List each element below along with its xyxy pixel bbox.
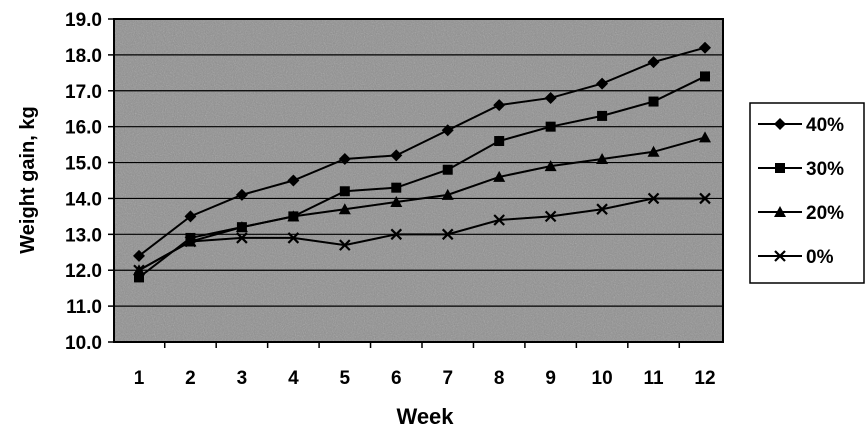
data-point	[287, 174, 300, 187]
series-3	[133, 192, 711, 277]
data-point	[441, 124, 454, 137]
series-line	[138, 46, 706, 257]
x-axis-label: Week	[396, 404, 454, 429]
data-point	[235, 188, 248, 201]
legend-marker	[774, 206, 786, 217]
data-point	[184, 235, 197, 248]
legend-label: 20%	[806, 203, 844, 224]
data-point	[390, 228, 403, 241]
legend-marker	[775, 163, 785, 173]
y-tick-label: 17.0	[65, 82, 102, 103]
data-point	[596, 152, 609, 164]
x-tick-label: 1	[134, 368, 145, 389]
legend-box	[749, 102, 865, 284]
data-point	[391, 182, 402, 193]
y-axis-label: Weight gain, kg	[17, 106, 39, 253]
plot-border	[113, 18, 724, 343]
data-point	[287, 210, 300, 222]
y-tick-label: 13.0	[65, 225, 102, 246]
data-point	[441, 188, 454, 200]
data-point	[339, 239, 351, 251]
series-line	[138, 136, 706, 272]
data-point	[390, 149, 403, 162]
data-point	[134, 272, 144, 283]
legend-marker	[774, 118, 786, 130]
data-point	[647, 56, 660, 69]
data-point	[647, 192, 660, 205]
x-tick-label: 2	[185, 368, 196, 389]
data-point	[441, 228, 454, 241]
data-point	[544, 210, 557, 223]
y-tick-label: 14.0	[65, 189, 102, 210]
data-point	[596, 77, 609, 90]
data-point	[133, 249, 145, 262]
x-tick-label: 8	[494, 368, 505, 389]
legend-marker	[774, 250, 786, 262]
y-tick-label: 19.0	[65, 10, 102, 31]
data-point	[287, 232, 300, 244]
data-point	[545, 121, 556, 132]
x-tick-label: 10	[592, 368, 613, 389]
legend-label: 30%	[806, 159, 844, 180]
data-point	[544, 160, 557, 172]
y-tick-label: 18.0	[65, 46, 102, 67]
data-point	[184, 210, 197, 223]
x-tick-label: 5	[340, 368, 351, 389]
x-tick-label: 12	[694, 368, 715, 389]
data-point	[544, 91, 557, 104]
y-tick-label: 11.0	[66, 297, 102, 318]
data-point	[494, 136, 505, 147]
data-point	[338, 152, 351, 165]
data-point	[390, 196, 403, 208]
data-point	[442, 164, 453, 175]
data-point	[338, 203, 351, 215]
data-point	[493, 214, 505, 226]
data-point	[699, 131, 711, 143]
legend: 40% 30% 20% 0%	[749, 102, 865, 284]
data-point	[700, 71, 710, 82]
data-point	[647, 145, 660, 157]
data-point	[648, 96, 659, 107]
x-tick-label: 6	[391, 368, 402, 389]
data-point	[597, 110, 608, 121]
data-point	[699, 192, 711, 205]
data-point	[699, 41, 711, 54]
data-point	[339, 186, 350, 197]
x-tick-label: 4	[288, 368, 299, 389]
data-point	[235, 221, 248, 233]
data-point	[493, 170, 506, 182]
y-tick-label: 12.0	[65, 261, 102, 282]
x-tick-label: 9	[545, 368, 556, 389]
y-tick-label: 16.0	[65, 118, 102, 139]
data-point	[236, 232, 248, 244]
data-point	[133, 264, 145, 277]
legend-label: 40%	[806, 115, 844, 136]
x-tick-label: 7	[442, 368, 453, 389]
x-tick-label: 11	[643, 368, 664, 389]
data-point	[596, 203, 608, 215]
legend-label: 0%	[806, 247, 834, 268]
y-tick-label: 10.0	[65, 333, 102, 354]
data-point	[493, 99, 506, 112]
x-tick-label: 3	[237, 368, 248, 389]
series-line	[138, 197, 705, 272]
y-tick-label: 15.0	[65, 154, 102, 175]
series-0	[133, 41, 711, 262]
